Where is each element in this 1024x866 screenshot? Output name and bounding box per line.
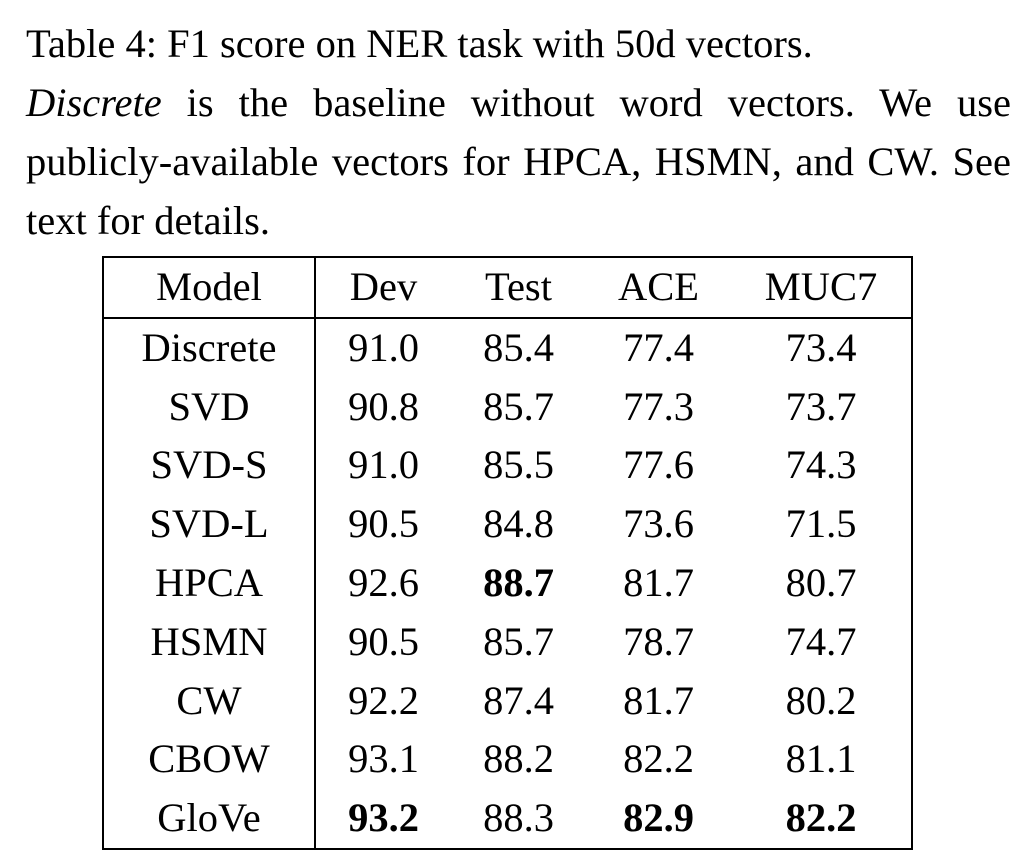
header-ace: ACE	[618, 264, 699, 309]
cell-dev: 92.2	[348, 677, 419, 723]
caption-suffix: is the baseline without word vectors. We…	[26, 80, 1011, 243]
cell-ace: 81.7	[623, 677, 694, 723]
cell-test: 85.5	[483, 442, 554, 488]
cell-muc7: 81.1	[785, 736, 857, 782]
table-row: SVD-S 91.0 85.5 77.6 74.3	[103, 436, 912, 496]
cell-ace: 77.3	[623, 383, 694, 429]
table-row: SVD-L 90.5 84.8 73.6 71.5	[103, 495, 912, 554]
cell-dev: 90.8	[348, 383, 419, 429]
cell-test: 85.7	[483, 383, 554, 429]
cell-ace: 77.6	[623, 442, 694, 488]
table-body: Discrete 91.0 85.4 77.4 73.4 SVD 90.8 85…	[103, 317, 912, 849]
cell-dev: 93.1	[348, 736, 419, 782]
cell-test: 85.4	[483, 324, 554, 370]
cell-test: 85.7	[483, 618, 554, 664]
cell-model: CBOW	[103, 730, 316, 790]
results-table: Model Dev Test ACE MUC7 Discrete 91.0 85…	[102, 256, 913, 850]
cell-test: 88.7	[483, 559, 554, 605]
cell-muc7: 73.7	[785, 383, 857, 429]
cell-model: HSMN	[103, 612, 316, 672]
table-row: GloVe 93.2 88.3 82.9 82.2	[103, 789, 912, 849]
cell-ace: 78.7	[623, 618, 694, 664]
cell-muc7: 71.5	[785, 501, 857, 547]
cell-model: GloVe	[103, 789, 316, 849]
table-row: SVD 90.8 85.7 77.3 73.7	[103, 377, 912, 437]
caption-emphasis: Discrete	[26, 80, 162, 125]
cell-dev: 90.5	[348, 618, 419, 664]
cell-ace: 82.2	[623, 736, 694, 782]
table-row: HPCA 92.6 88.7 81.7 80.7	[103, 553, 912, 613]
table-row: Discrete 91.0 85.4 77.4 73.4	[103, 317, 912, 378]
cell-dev: 92.6	[348, 559, 419, 605]
cell-ace: 81.7	[623, 559, 694, 605]
cell-model: CW	[103, 671, 316, 731]
table-row: CBOW 93.1 88.2 82.2 81.1	[103, 730, 912, 790]
cell-model: SVD-S	[103, 436, 316, 496]
table-row: CW 92.2 87.4 81.7 80.2	[103, 671, 912, 731]
cell-test: 84.8	[483, 501, 554, 547]
table-header-row: Model Dev Test ACE MUC7	[103, 257, 912, 318]
caption-prefix: Table 4: F1 score on NER task with 50d v…	[26, 21, 813, 66]
header-muc7: MUC7	[764, 264, 878, 309]
cell-muc7: 80.2	[785, 677, 857, 723]
header-test: Test	[485, 264, 552, 309]
cell-ace: 73.6	[623, 501, 694, 547]
cell-test: 88.3	[483, 795, 554, 841]
cell-test: 88.2	[483, 736, 554, 782]
cell-dev: 91.0	[348, 442, 419, 488]
cell-model: SVD-L	[103, 495, 316, 554]
cell-muc7: 73.4	[785, 324, 857, 370]
header-model: Model	[103, 257, 316, 318]
table-caption: Table 4: F1 score on NER task with 50d v…	[26, 14, 1011, 250]
table-row: HSMN 90.5 85.7 78.7 74.7	[103, 612, 912, 672]
cell-model: HPCA	[103, 553, 316, 613]
cell-dev: 93.2	[348, 795, 419, 841]
cell-ace: 77.4	[623, 324, 694, 370]
cell-muc7: 80.7	[785, 559, 857, 605]
cell-test: 87.4	[483, 677, 554, 723]
cell-ace: 82.9	[623, 795, 694, 841]
cell-muc7: 82.2	[785, 795, 857, 841]
header-dev: Dev	[349, 264, 418, 309]
cell-muc7: 74.3	[785, 442, 857, 488]
cell-dev: 90.5	[348, 501, 419, 547]
cell-muc7: 74.7	[785, 618, 857, 664]
cell-model: SVD	[103, 377, 316, 437]
cell-dev: 91.0	[348, 324, 419, 370]
cell-model: Discrete	[103, 317, 316, 378]
results-table-container: Model Dev Test ACE MUC7 Discrete 91.0 85…	[102, 256, 913, 850]
